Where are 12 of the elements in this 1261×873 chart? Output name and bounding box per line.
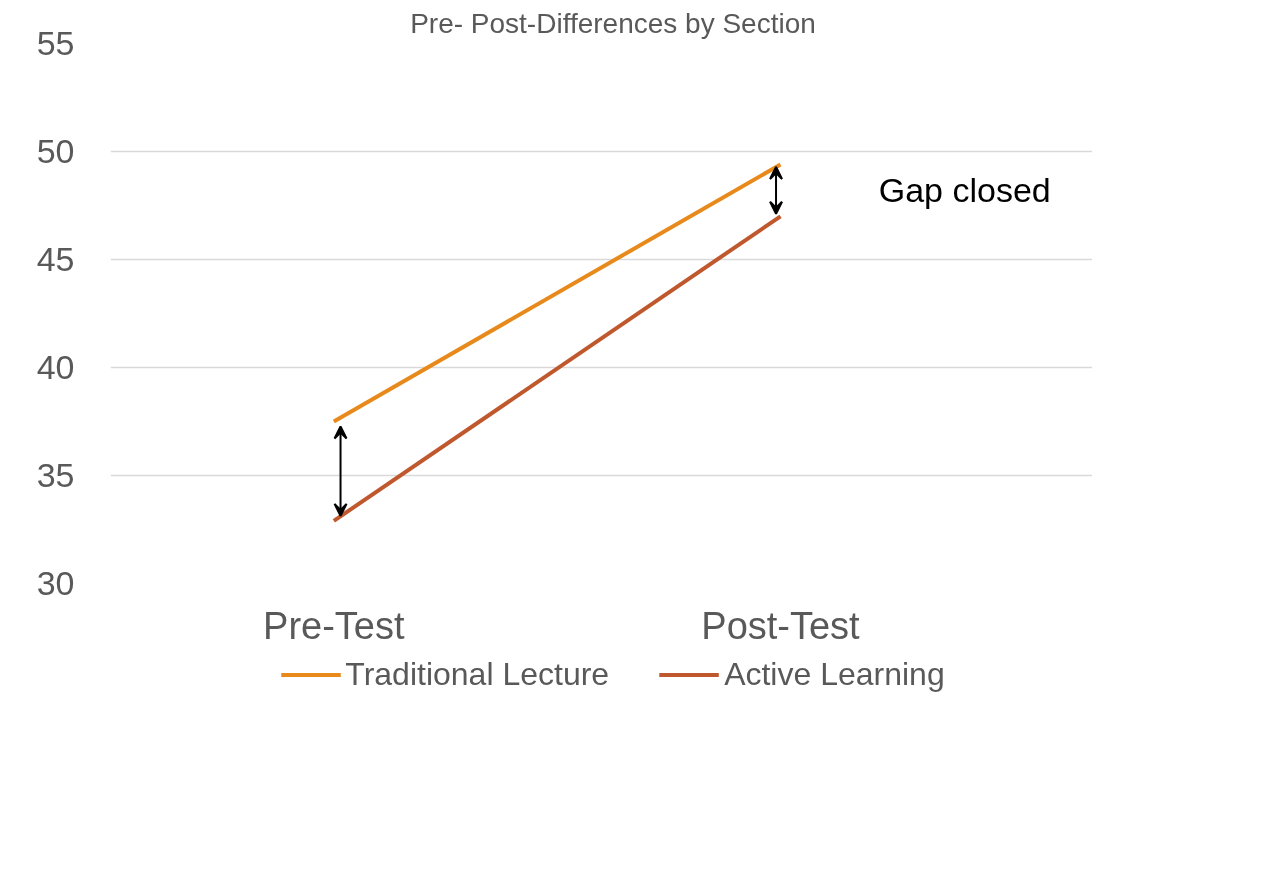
y-tick-label: 30 (36, 564, 75, 602)
legend-label: Traditional Lecture (345, 655, 610, 693)
legend-label: Active Learning (724, 655, 945, 693)
y-tick-label: 55 (36, 24, 75, 62)
chart-title: Pre- Post-Differences by Section (410, 7, 816, 39)
annotation: Gap closed (878, 171, 1051, 210)
x-tick-label: Post-Test (701, 604, 861, 647)
y-tick-label: 40 (36, 348, 75, 386)
y-tick-label: 50 (36, 132, 75, 170)
x-tick-label: Pre-Test (263, 604, 406, 647)
y-tick-label: 35 (36, 456, 75, 494)
y-tick-label: 45 (36, 240, 75, 278)
